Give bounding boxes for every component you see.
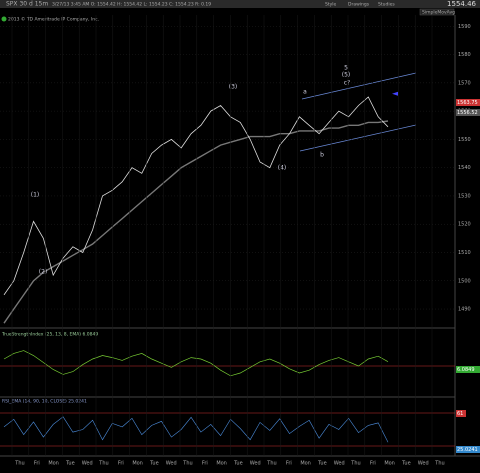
arrow	[392, 91, 398, 96]
x-tick-label: Fri	[34, 461, 40, 467]
rsi-line	[3, 416, 389, 443]
x-tick-label: Mon	[216, 461, 227, 467]
x-tick-label: Tue	[317, 461, 327, 467]
wave-label: (4)	[278, 165, 287, 172]
moving-average	[3, 120, 389, 324]
wave-label: (2)	[39, 269, 48, 276]
symbol[interactable]: SPX 30 d 15m	[6, 1, 48, 8]
x-tick-label: Wed	[418, 461, 429, 467]
y-tick-label: 1580	[458, 52, 471, 58]
study-box[interactable]	[419, 8, 455, 16]
ohlc: 3/27/13 3:45 AM O: 1554.42 H: 1554.42 L:…	[52, 2, 211, 8]
tool[interactable]: Drawings	[348, 2, 370, 8]
y-tick-label: 1540	[458, 165, 471, 171]
x-tick-label: Mon	[300, 461, 311, 467]
toolbar	[0, 0, 480, 8]
label-box	[456, 410, 466, 417]
x-tick-label: Fri	[118, 461, 124, 467]
label-box	[456, 109, 480, 116]
y-tick-label: 1490	[458, 307, 471, 313]
x-tick-label: Fri	[202, 461, 208, 467]
x-tick-label: Fri	[286, 461, 292, 467]
y-tick-label: 1520	[458, 222, 471, 228]
y-tick-label: 1550	[458, 137, 471, 143]
icon	[1, 16, 7, 22]
wave-label: a	[303, 89, 307, 96]
study[interactable]: SimpleMovAvg	[422, 10, 455, 16]
x-tick-label: Tue	[65, 461, 75, 467]
tsi-label: 6.0849	[457, 367, 475, 373]
wave-label: b	[320, 152, 324, 159]
x-tick-label: Mon	[48, 461, 59, 467]
wave-label: 5	[344, 65, 348, 72]
channel-line	[299, 124, 417, 152]
x-tick-label: Thu	[98, 461, 108, 467]
x-tick-label: Thu	[182, 461, 192, 467]
copyright: 2013 © TD Ameritrade IP Company, Inc.	[8, 16, 99, 23]
y-tick-label: 1570	[458, 80, 471, 86]
tool[interactable]: Studies	[378, 2, 395, 8]
rsi-title: RSI_EMA (14, 90, 10, CLOSE) 25.0241	[2, 399, 87, 405]
wave-label: (3)	[229, 84, 238, 91]
y-tick-label: 1530	[458, 193, 471, 199]
price-label: 1563.75	[457, 100, 478, 106]
y-tick-label: 1500	[458, 278, 471, 284]
x-tick-label: Wed	[334, 461, 345, 467]
x-tick-label: Wed	[250, 461, 261, 467]
x-tick-label: Wed	[82, 461, 93, 467]
y-tick-label: 1510	[458, 250, 471, 256]
wave-label: (1)	[31, 192, 40, 199]
price-line	[3, 96, 389, 296]
label-box	[456, 366, 480, 373]
price-label: 1556.52	[457, 110, 478, 116]
x-tick-label: Wed	[166, 461, 177, 467]
x-tick-label: Tue	[149, 461, 159, 467]
x-tick-label: Thu	[266, 461, 276, 467]
x-tick-label: Thu	[350, 461, 360, 467]
tsi-line	[3, 350, 389, 377]
rsi-label: 25.0241	[457, 447, 478, 453]
x-tick-label: Mon	[132, 461, 143, 467]
channel-line	[301, 72, 417, 100]
x-tick-label: Thu	[14, 461, 24, 467]
x-tick-label: Mon	[384, 461, 395, 467]
label-box	[456, 446, 480, 453]
label-box	[456, 99, 480, 106]
y-tick-label: 1590	[458, 24, 471, 30]
wave-label: (5)	[342, 72, 351, 79]
tsi-title: TrueStrengthIndex (25, 13, 8, EMA) 6.084…	[1, 332, 98, 338]
x-tick-label: Fri	[370, 461, 376, 467]
tool[interactable]: Style	[325, 2, 337, 8]
rsi-upper: 61	[457, 411, 463, 417]
last-price: 1554.46	[447, 0, 476, 8]
x-tick-label: Tue	[401, 461, 411, 467]
x-tick-label: Tue	[233, 461, 243, 467]
x-tick-label: Thu	[434, 461, 444, 467]
wave-label: c?	[344, 80, 350, 87]
